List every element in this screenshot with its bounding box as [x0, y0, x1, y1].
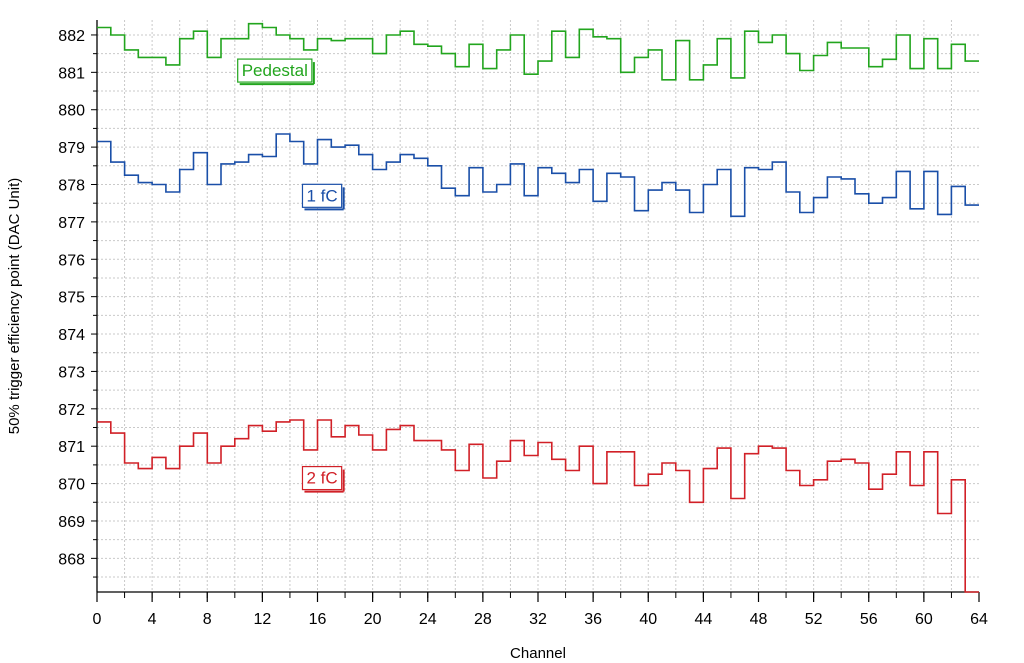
series-label-1-fc: 1 fC [306, 186, 337, 205]
y-tick-label: 876 [58, 252, 85, 269]
x-tick-label: 36 [584, 611, 602, 628]
y-tick-label: 881 [58, 65, 85, 82]
x-tick-label: 48 [750, 611, 768, 628]
y-tick-label: 871 [58, 439, 85, 456]
y-tick-label: 870 [58, 477, 85, 494]
grid [97, 20, 979, 592]
x-tick-label: 20 [364, 611, 382, 628]
x-tick-label: 60 [915, 611, 933, 628]
y-tick-label: 875 [58, 290, 85, 307]
series-label-box [237, 58, 313, 83]
y-tick-label: 878 [58, 177, 85, 194]
series-line-2-fc [97, 419, 979, 593]
x-tick-label: 8 [203, 611, 212, 628]
y-tick-label: 869 [58, 514, 85, 531]
x-tick-label: 4 [148, 611, 157, 628]
series-group [97, 22, 979, 593]
y-axis-title: 50% trigger efficiency point (DAC Unit) [6, 178, 23, 435]
x-tick-label: 52 [805, 611, 823, 628]
series-line-pedestal [97, 22, 979, 81]
y-tick-label: 868 [58, 551, 85, 568]
y-tick-label: 872 [58, 402, 85, 419]
y-tick-label: 879 [58, 140, 85, 157]
y-tick-label: 877 [58, 215, 85, 232]
series-labels: Pedestal 1 fC 2 fC [237, 58, 345, 493]
x-tick-label: 44 [694, 611, 712, 628]
x-tick-label: 16 [309, 611, 327, 628]
series-label-2-fc: 2 fC [306, 469, 337, 488]
x-tick-label: 24 [419, 611, 437, 628]
x-tick-label: 12 [253, 611, 271, 628]
series-label-pedestal: Pedestal [242, 61, 308, 80]
x-tick-label: 0 [93, 611, 102, 628]
axes: 0 4 8 12 16 20 24 28 32 36 40 44 48 52 56 60 64868869870… [58, 20, 988, 628]
x-tick-label: 40 [639, 611, 657, 628]
x-tick-label: 56 [860, 611, 878, 628]
x-tick-label: 64 [970, 611, 988, 628]
y-tick-label: 873 [58, 364, 85, 381]
series-label-box [301, 183, 343, 208]
series-line-1-fc [97, 133, 979, 218]
x-tick-label: 32 [529, 611, 547, 628]
x-tick-label: 28 [474, 611, 492, 628]
series-label-box [301, 465, 343, 491]
y-tick-label: 882 [58, 28, 85, 45]
y-tick-label: 880 [58, 103, 85, 120]
x-axis-title: Channel [510, 645, 566, 662]
y-tick-label: 874 [58, 327, 85, 344]
